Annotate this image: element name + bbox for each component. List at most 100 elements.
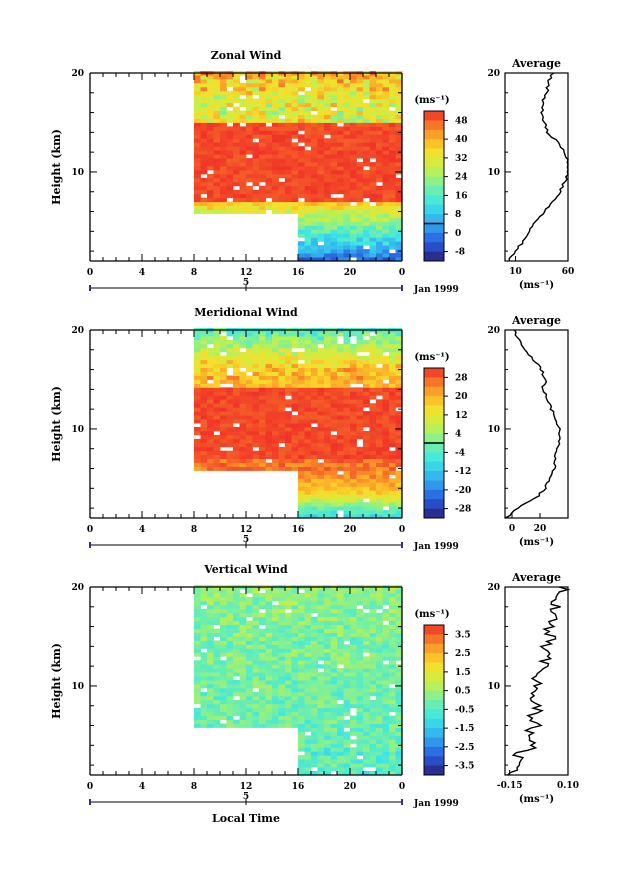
colorbar-unit: (ms⁻¹) xyxy=(414,609,449,620)
colorbar-segment xyxy=(424,508,444,519)
colorbar-segment xyxy=(424,452,444,463)
colorbar-segment xyxy=(424,111,444,121)
colorbar-tick-label: 8 xyxy=(455,210,461,220)
profile-y-tick-label: 20 xyxy=(487,326,500,336)
colorbar-segment xyxy=(424,139,444,149)
x-tick-label: 12 xyxy=(240,268,253,278)
colorbar-segment xyxy=(424,214,444,224)
profile-panel: Average 10 20 -0.15 0.10(ms⁻¹) xyxy=(487,571,578,805)
colorbar-unit: (ms⁻¹) xyxy=(414,352,449,363)
colorbar-tick-label: 3.5 xyxy=(455,630,471,640)
colorbar-segment xyxy=(424,148,444,159)
colorbar-segment xyxy=(424,737,444,748)
colorbar-segment xyxy=(424,405,444,416)
colorbar-segment xyxy=(424,377,444,388)
colorbar-tick-label: -0.5 xyxy=(455,705,474,715)
x-axis-label: Local Time xyxy=(212,812,280,825)
profile-y-tick-label: 20 xyxy=(487,583,500,593)
colorbar-segment xyxy=(424,746,444,757)
x-tick-label: 8 xyxy=(191,268,197,278)
colorbar-segment xyxy=(424,765,444,776)
y-tick-label: 10 xyxy=(71,425,84,435)
x-tick-label: 0 xyxy=(399,525,405,535)
colorbar-tick-label: 32 xyxy=(455,154,468,164)
date-label: Jan 1999 xyxy=(413,799,459,809)
colorbar-segment xyxy=(424,424,444,435)
x-tick-label: 16 xyxy=(292,525,305,535)
x-tick-label: 0 xyxy=(399,782,405,792)
colorbar-segment xyxy=(424,634,444,645)
profile-y-tick-label: 10 xyxy=(487,682,500,692)
x-tick-label: 0 xyxy=(399,268,405,278)
y-tick-label: 20 xyxy=(71,583,84,593)
profile-x-tick-label: 10 xyxy=(509,267,522,277)
colorbar-segment xyxy=(424,167,444,178)
day-label: 5 xyxy=(243,792,249,802)
day-label: 5 xyxy=(243,535,249,545)
heatmap-cells xyxy=(194,585,403,776)
colorbar-tick-label: 28 xyxy=(455,373,468,383)
colorbar-segment xyxy=(424,120,444,131)
date-label: Jan 1999 xyxy=(413,542,459,552)
x-tick-label: 16 xyxy=(292,268,305,278)
colorbar-tick-label: 16 xyxy=(455,191,468,201)
colorbar-segment xyxy=(424,242,444,253)
y-axis-label: Height (km) xyxy=(50,643,63,719)
colorbar-tick-label: -2.5 xyxy=(455,743,474,753)
x-tick-label: 4 xyxy=(139,525,145,535)
profile-title: Average xyxy=(511,314,561,327)
colorbar-segment xyxy=(424,157,444,168)
colorbar-tick-label: -12 xyxy=(455,467,471,477)
panel-title: Meridional Wind xyxy=(194,306,298,319)
colorbar-segment xyxy=(424,625,444,635)
colorbar-tick-label: 24 xyxy=(455,173,468,183)
colorbar-tick-label: 12 xyxy=(455,411,468,421)
profile-frame xyxy=(504,586,569,776)
colorbar-segment xyxy=(424,433,444,444)
x-tick-label: 0 xyxy=(87,782,93,792)
colorbar-segment xyxy=(424,690,444,701)
colorbar-frame xyxy=(423,624,445,776)
colorbar-tick-label: 40 xyxy=(455,135,468,145)
y-tick-label: 20 xyxy=(71,69,84,79)
panel-title: Zonal Wind xyxy=(211,49,282,62)
colorbar-segment xyxy=(424,251,444,262)
colorbar-segment xyxy=(424,489,444,500)
x-tick-label: 16 xyxy=(292,782,305,792)
date-label: Jan 1999 xyxy=(413,285,459,295)
colorbar-segment xyxy=(424,718,444,729)
colorbar-segment xyxy=(424,653,444,663)
profile-title: Average xyxy=(511,571,561,584)
colorbar-unit: (ms⁻¹) xyxy=(414,95,449,106)
colorbar-segment xyxy=(424,643,444,654)
profile-line xyxy=(508,72,569,262)
colorbar-segment xyxy=(424,386,444,397)
profile-x-tick-label: 0.10 xyxy=(557,781,579,791)
profile-x-tick-label: 0 xyxy=(509,524,515,534)
colorbar-segment xyxy=(424,176,444,187)
colorbar-tick-label: 2.5 xyxy=(455,649,471,659)
colorbar-segment xyxy=(424,681,444,692)
profile-panel: Average 10 20 10 60 (ms⁻¹) xyxy=(487,57,574,291)
colorbar-segment xyxy=(424,756,444,767)
profile-frame xyxy=(504,329,569,519)
colorbar-tick-label: -1.5 xyxy=(455,724,474,734)
profile-x-axis-label: (ms⁻¹) xyxy=(519,537,554,548)
profile-x-axis-label: (ms⁻¹) xyxy=(519,794,554,805)
profile-y-tick-label: 20 xyxy=(487,69,500,79)
x-tick-label: 12 xyxy=(240,525,253,535)
colorbar: (ms⁻¹) 3.5 2.5 1.5 0.5 -0.5 -1.5 -2.5 -3.5 xyxy=(414,609,474,776)
profile-y-tick-label: 10 xyxy=(487,425,500,435)
colorbar-segment xyxy=(424,232,444,243)
colorbar-segment xyxy=(424,414,444,425)
colorbar-segment xyxy=(424,728,444,738)
colorbar-tick-label: -28 xyxy=(455,505,471,515)
profile-line xyxy=(504,329,561,519)
colorbar-tick-label: 4 xyxy=(455,430,461,440)
y-tick-label: 10 xyxy=(71,168,84,178)
panel-1: Meridional Wind 0 4 8 12 16 20 0 10 20 Height (km)… xyxy=(50,306,569,552)
colorbar-segment xyxy=(424,368,444,378)
colorbar-tick-label: -20 xyxy=(455,486,471,496)
y-axis-label: Height (km) xyxy=(50,129,63,205)
profile-frame xyxy=(504,72,569,262)
